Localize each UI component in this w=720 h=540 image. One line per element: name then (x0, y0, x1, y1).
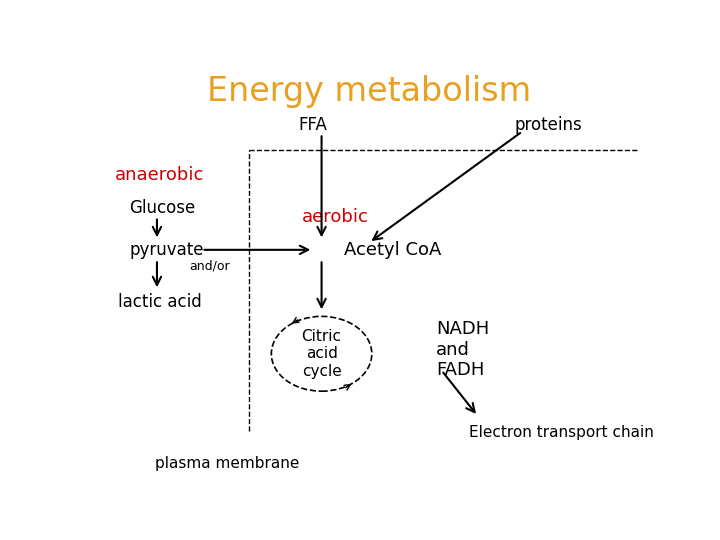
Text: and/or: and/or (189, 260, 230, 273)
Text: Citric
acid
cycle: Citric acid cycle (302, 329, 341, 379)
Text: aerobic: aerobic (302, 207, 369, 226)
Text: Energy metabolism: Energy metabolism (207, 75, 531, 109)
Text: Electron transport chain: Electron transport chain (469, 426, 654, 440)
Text: FFA: FFA (299, 116, 328, 134)
Text: Glucose: Glucose (129, 199, 195, 217)
Text: NADH
and
FADH: NADH and FADH (436, 320, 489, 380)
Text: plasma membrane: plasma membrane (155, 456, 299, 471)
Text: Acetyl CoA: Acetyl CoA (344, 241, 441, 259)
Text: anaerobic: anaerobic (115, 166, 204, 184)
Text: lactic acid: lactic acid (118, 293, 202, 311)
Text: pyruvate: pyruvate (129, 241, 204, 259)
Text: proteins: proteins (514, 116, 582, 134)
